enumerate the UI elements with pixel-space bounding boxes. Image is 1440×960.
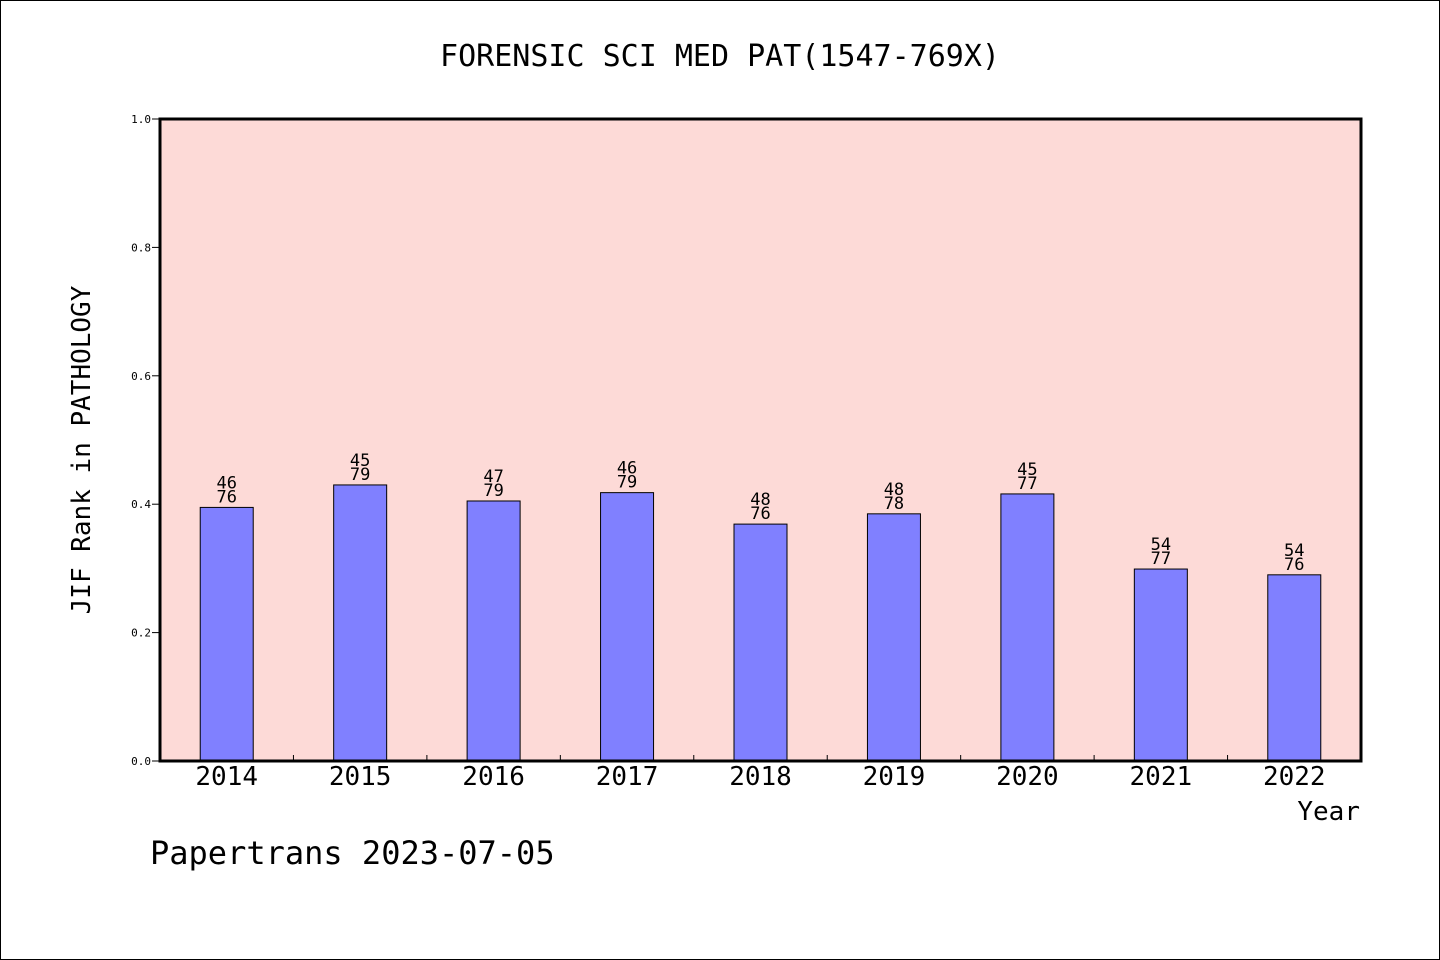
- x-tick-label: 2022: [1263, 762, 1326, 792]
- bar-rank-label: 45: [1017, 460, 1037, 480]
- bar-2020: [1000, 493, 1055, 762]
- y-tick-label: 0.8: [131, 241, 151, 254]
- bar-total-label: 77: [1017, 474, 1037, 494]
- watermark-text: Papertrans 2023-07-05: [150, 834, 555, 872]
- bar-rank-label: 54: [1284, 541, 1304, 561]
- y-axis-label: JIF Rank in PATHOLOGY: [67, 285, 97, 614]
- bar-total-label: 79: [350, 465, 370, 485]
- y-tick-label: 0.0: [131, 755, 151, 768]
- y-tick-label: 0.4: [131, 498, 151, 511]
- x-tick-label: 2018: [729, 762, 792, 792]
- bar-2017: [600, 492, 655, 762]
- x-axis-label: Year: [1297, 797, 1360, 827]
- bar-total-label: 79: [483, 481, 503, 501]
- bar-rank-label: 45: [350, 451, 370, 471]
- x-axis: 2014 2015 2016 2017 2018 2019 2020 2021 2022: [195, 755, 1326, 792]
- bars-group: [199, 484, 1322, 762]
- bar-total-label: 77: [1151, 549, 1171, 569]
- bar-total-label: 78: [884, 494, 904, 514]
- bar-rank-label: 48: [750, 490, 770, 510]
- bar-rank-label: 46: [216, 473, 236, 493]
- bar-total-label: 79: [617, 473, 637, 493]
- x-tick-label: 2015: [329, 762, 392, 792]
- x-tick-label: 2020: [996, 762, 1059, 792]
- bar-total-label: 76: [750, 504, 770, 524]
- bar-2019: [866, 513, 921, 762]
- bar-2014: [199, 506, 254, 762]
- x-tick-label: 2014: [195, 762, 258, 792]
- bar-rank-label: 48: [884, 480, 904, 500]
- bar-2022: [1267, 574, 1322, 762]
- y-tick-label: 0.2: [131, 627, 151, 640]
- x-tick-label: 2017: [596, 762, 659, 792]
- plot-border: [158, 117, 1363, 763]
- bar-total-label: 76: [216, 487, 236, 507]
- bar-2018: [733, 523, 788, 762]
- y-tick-label: 1.0: [131, 113, 151, 126]
- bar-rank-label: 47: [483, 467, 503, 487]
- x-tick-label: 2019: [863, 762, 926, 792]
- bar-rank-label: 46: [617, 459, 637, 479]
- x-tick-label: 2016: [462, 762, 525, 792]
- y-tick-label: 0.6: [131, 370, 151, 383]
- bar-2021: [1133, 568, 1188, 762]
- bar-total-label: 76: [1284, 555, 1304, 575]
- x-tick-label: 2021: [1130, 762, 1193, 792]
- bar-2015: [333, 484, 388, 762]
- chart-title: FORENSIC SCI MED PAT(1547-769X): [440, 39, 1000, 74]
- y-axis: 0.0 0.2 0.4 0.6 0.8 1.0: [131, 113, 160, 768]
- bar-rank-label: 54: [1151, 535, 1171, 555]
- bar-2016: [466, 500, 521, 762]
